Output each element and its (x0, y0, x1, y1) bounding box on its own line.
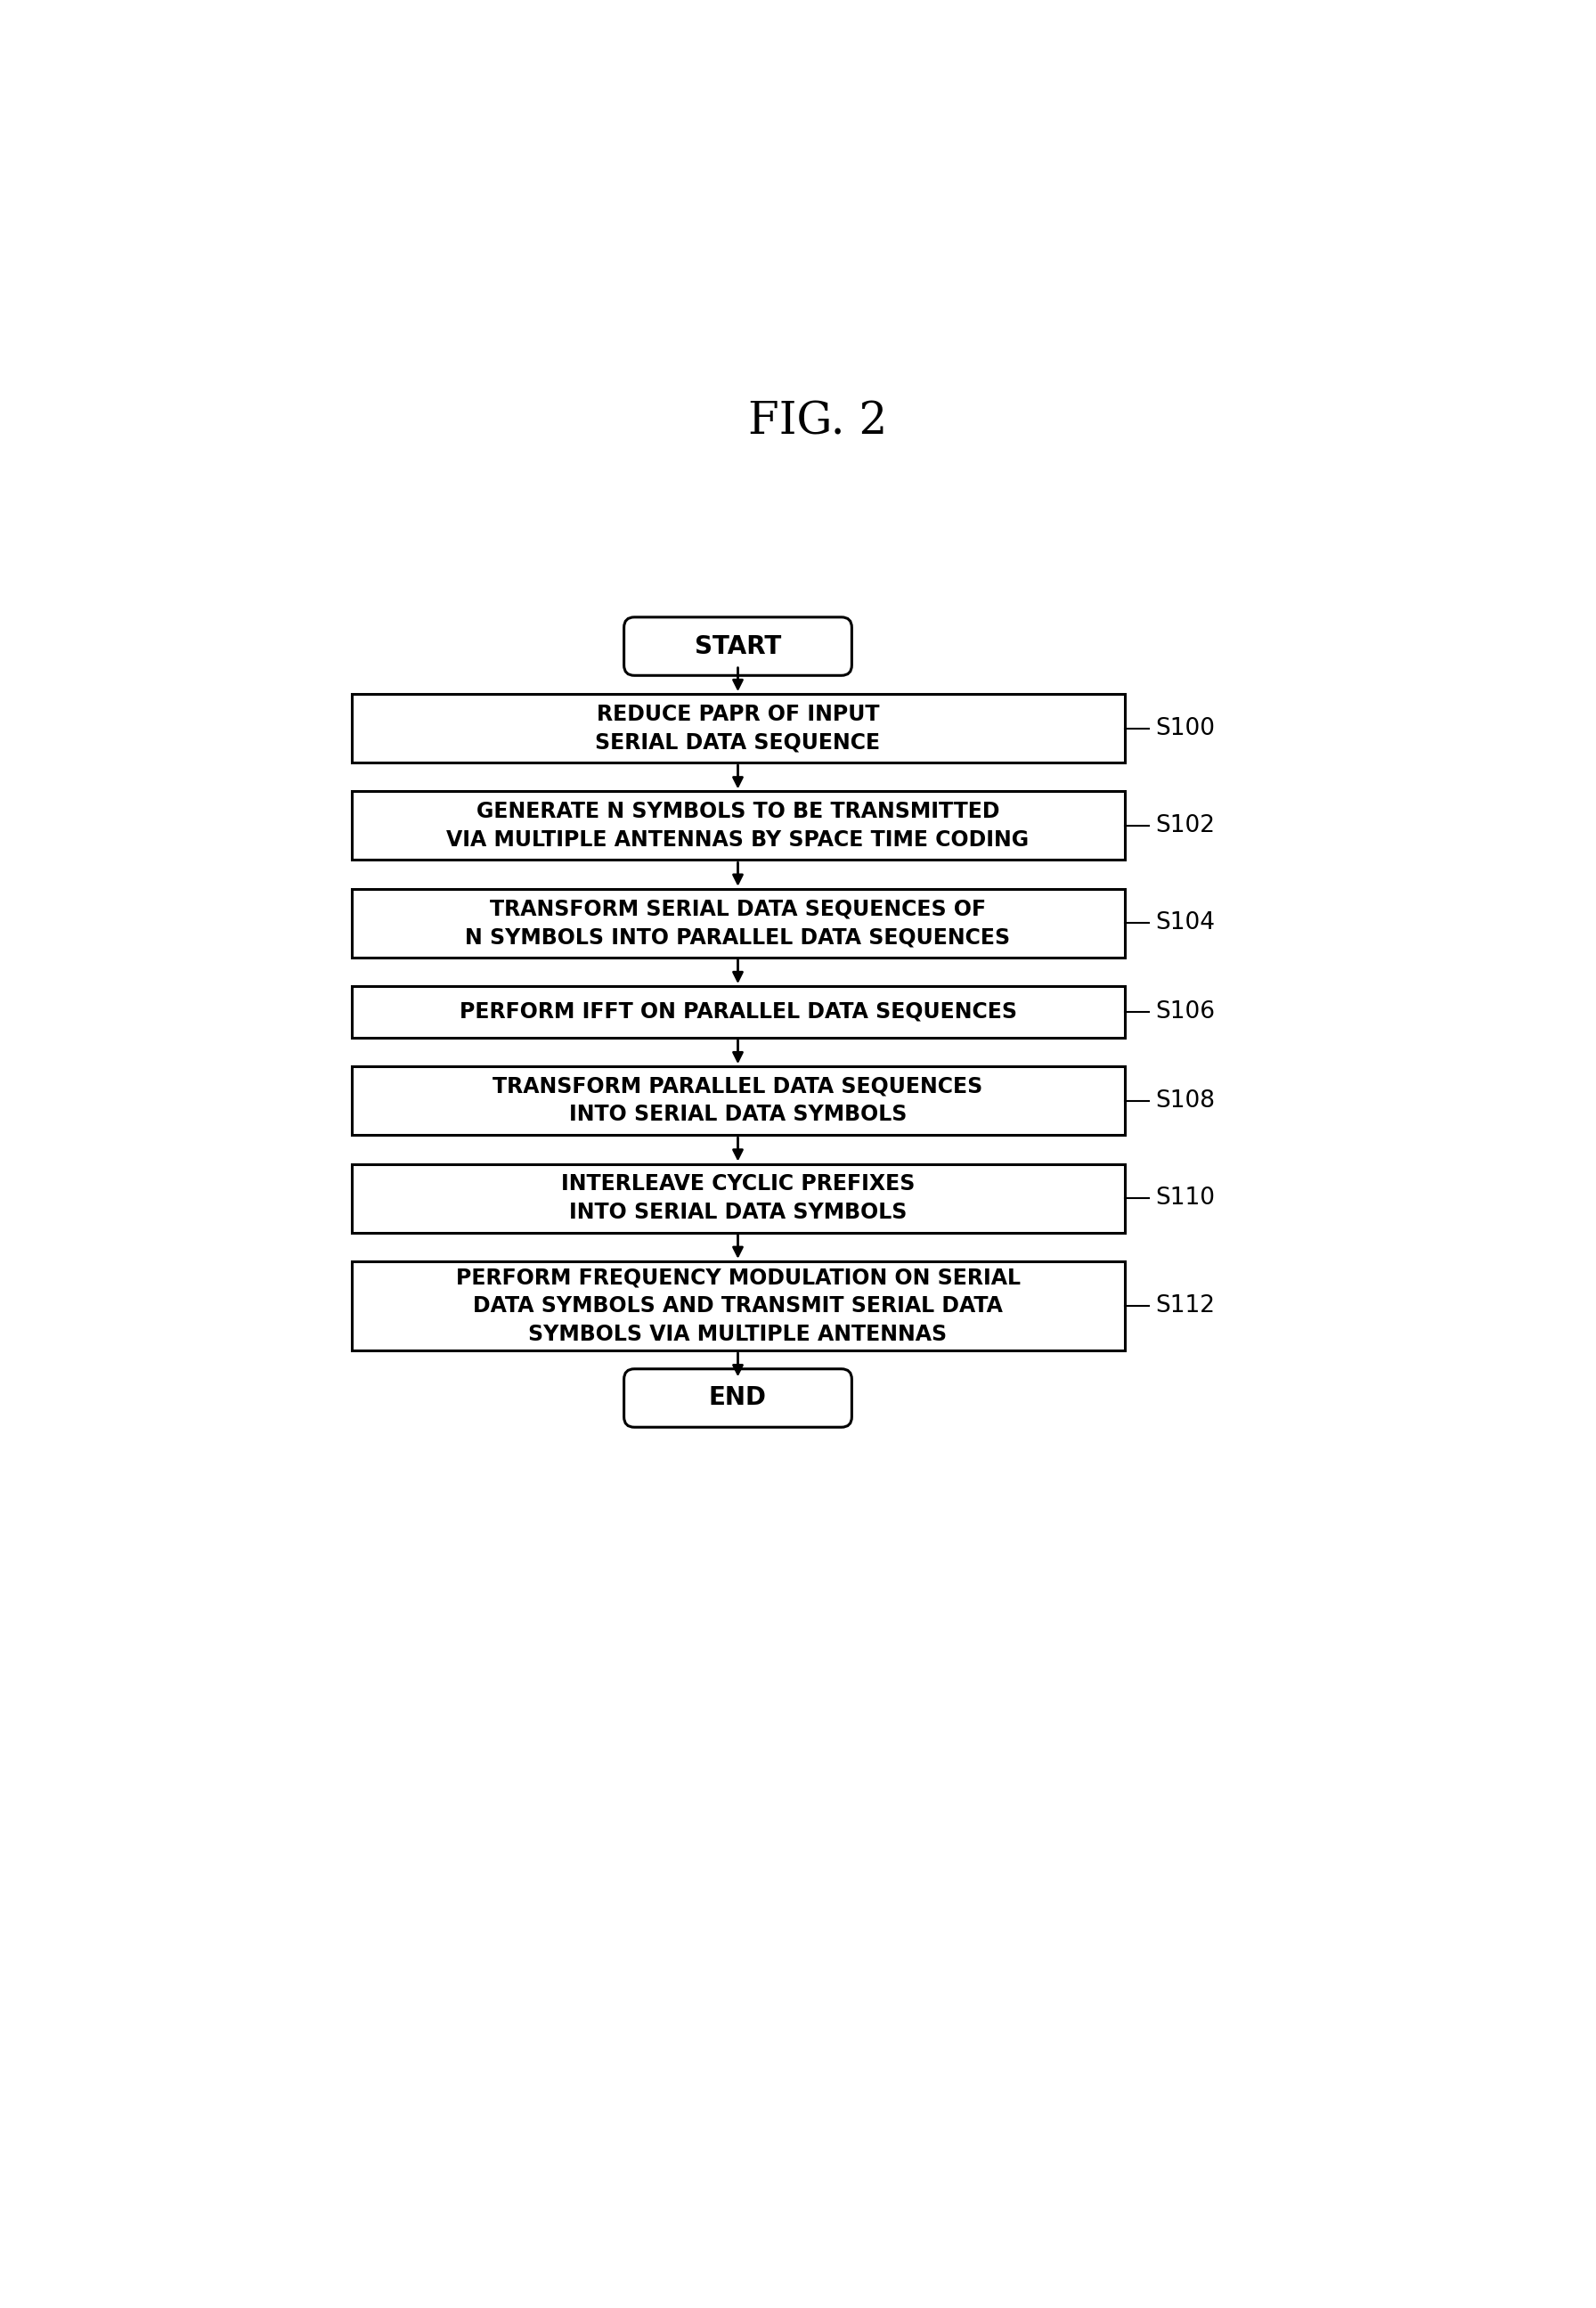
Text: S102: S102 (1156, 815, 1215, 838)
Text: GENERATE N SYMBOLS TO BE TRANSMITTED
VIA MULTIPLE ANTENNAS BY SPACE TIME CODING: GENERATE N SYMBOLS TO BE TRANSMITTED VIA… (447, 801, 1029, 849)
FancyBboxPatch shape (624, 616, 852, 676)
FancyBboxPatch shape (351, 889, 1125, 958)
FancyBboxPatch shape (624, 1369, 852, 1426)
Text: TRANSFORM SERIAL DATA SEQUENCES OF
N SYMBOLS INTO PARALLEL DATA SEQUENCES: TRANSFORM SERIAL DATA SEQUENCES OF N SYM… (466, 898, 1010, 949)
FancyBboxPatch shape (351, 792, 1125, 861)
FancyBboxPatch shape (351, 1260, 1125, 1350)
Text: S110: S110 (1156, 1186, 1215, 1209)
Text: TRANSFORM PARALLEL DATA SEQUENCES
INTO SERIAL DATA SYMBOLS: TRANSFORM PARALLEL DATA SEQUENCES INTO S… (493, 1076, 983, 1126)
Text: PERFORM FREQUENCY MODULATION ON SERIAL
DATA SYMBOLS AND TRANSMIT SERIAL DATA
SYM: PERFORM FREQUENCY MODULATION ON SERIAL D… (455, 1267, 1020, 1346)
Text: INTERLEAVE CYCLIC PREFIXES
INTO SERIAL DATA SYMBOLS: INTERLEAVE CYCLIC PREFIXES INTO SERIAL D… (560, 1172, 915, 1223)
FancyBboxPatch shape (351, 695, 1125, 762)
Text: S108: S108 (1156, 1089, 1215, 1112)
Text: FIG. 2: FIG. 2 (749, 399, 887, 443)
Text: S112: S112 (1156, 1295, 1215, 1318)
Text: S104: S104 (1156, 912, 1215, 935)
Text: PERFORM IFFT ON PARALLEL DATA SEQUENCES: PERFORM IFFT ON PARALLEL DATA SEQUENCES (460, 1002, 1017, 1022)
FancyBboxPatch shape (351, 986, 1125, 1039)
Text: START: START (694, 635, 780, 658)
Text: END: END (709, 1385, 766, 1410)
FancyBboxPatch shape (351, 1066, 1125, 1136)
Text: S100: S100 (1156, 718, 1215, 741)
FancyBboxPatch shape (351, 1163, 1125, 1232)
Text: S106: S106 (1156, 999, 1215, 1022)
Text: REDUCE PAPR OF INPUT
SERIAL DATA SEQUENCE: REDUCE PAPR OF INPUT SERIAL DATA SEQUENC… (595, 704, 881, 752)
